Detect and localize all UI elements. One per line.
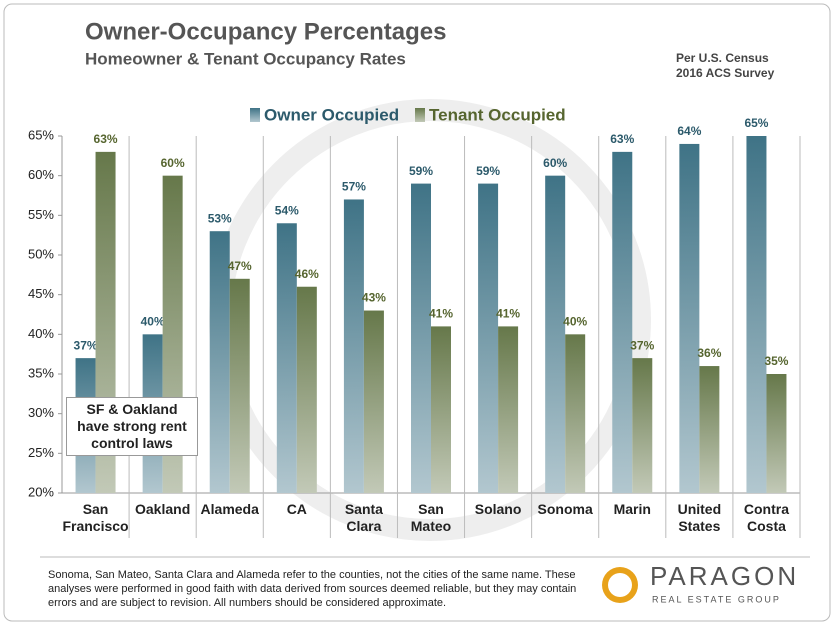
legend-label: Tenant Occupied — [429, 105, 566, 124]
y-tick-label: 20% — [28, 484, 54, 499]
x-tick-label: Santa Clara — [344, 501, 383, 534]
y-tick-label: 50% — [28, 246, 54, 261]
x-tick-label: Sonoma — [537, 501, 593, 517]
value-label: 54% — [275, 203, 299, 217]
bar — [498, 326, 519, 493]
y-tick-label: 40% — [28, 326, 54, 341]
bar — [209, 231, 230, 493]
value-label: 46% — [295, 267, 319, 281]
value-label: 40% — [141, 315, 165, 329]
y-tick-label: 45% — [28, 286, 54, 301]
bar — [746, 136, 767, 493]
legend-label: Owner Occupied — [264, 105, 399, 124]
bar — [612, 151, 633, 493]
value-label: 59% — [409, 164, 433, 178]
x-tick-label: United States — [677, 501, 722, 534]
x-tick-label: San Francisco — [62, 501, 129, 534]
bar — [632, 358, 653, 493]
x-tick-label: San Mateo — [410, 501, 452, 534]
chart-title: Owner-Occupancy Percentages — [85, 18, 446, 45]
bar — [545, 175, 566, 493]
x-tick-label: Solano — [474, 501, 522, 517]
bar — [431, 326, 451, 493]
bar — [363, 310, 384, 493]
value-label: 37% — [74, 338, 98, 352]
value-label: 41% — [429, 307, 453, 321]
bar — [699, 366, 720, 493]
value-label: 35% — [764, 354, 788, 368]
value-label: 41% — [496, 307, 520, 321]
value-label: 59% — [476, 164, 500, 178]
value-label: 53% — [208, 211, 232, 225]
bar — [276, 223, 297, 493]
value-label: 37% — [630, 338, 654, 352]
value-label: 36% — [697, 346, 721, 360]
source: Per U.S. Census 2016 ACS Survey — [676, 51, 775, 80]
x-tick-label: Alameda — [200, 501, 259, 517]
bar — [411, 183, 431, 493]
y-tick-label: 60% — [28, 167, 54, 182]
bar — [478, 183, 499, 493]
value-label: 47% — [228, 259, 252, 273]
footnote: Sonoma, San Mateo, Santa Clara and Alame… — [48, 569, 577, 609]
y-tick-label: 35% — [28, 365, 54, 380]
legend-swatch — [250, 108, 260, 122]
value-label: 63% — [610, 132, 634, 146]
bar — [296, 286, 317, 493]
x-tick-label: CA — [286, 501, 307, 517]
x-tick-label: Marin — [613, 501, 651, 517]
value-label: 63% — [94, 132, 118, 146]
value-label: 60% — [161, 156, 185, 170]
y-tick-label: 55% — [28, 207, 54, 222]
logo-icon — [608, 573, 632, 597]
annotation: SF & Oakland have strong rent control la… — [66, 397, 198, 456]
x-tick-label: Contra Costa — [743, 501, 790, 534]
value-label: 65% — [744, 116, 768, 130]
x-tick-label: Oakland — [135, 501, 191, 517]
bar — [229, 278, 250, 493]
bar — [679, 143, 700, 493]
logo: PARAGON — [650, 561, 799, 591]
y-tick-label: 25% — [28, 445, 54, 460]
value-label: 43% — [362, 291, 386, 305]
chart-subtitle: Homeowner & Tenant Occupancy Rates — [85, 49, 406, 68]
bar — [343, 199, 364, 493]
legend-swatch — [415, 108, 425, 122]
value-label: 64% — [677, 124, 701, 138]
logo-subtitle: REAL ESTATE GROUP — [652, 594, 781, 604]
y-tick-label: 65% — [28, 127, 54, 142]
y-tick-label: 30% — [28, 405, 54, 420]
value-label: 57% — [342, 180, 366, 194]
value-label: 40% — [563, 315, 587, 329]
value-label: 60% — [543, 156, 567, 170]
bar — [565, 334, 586, 493]
bar — [766, 374, 787, 493]
